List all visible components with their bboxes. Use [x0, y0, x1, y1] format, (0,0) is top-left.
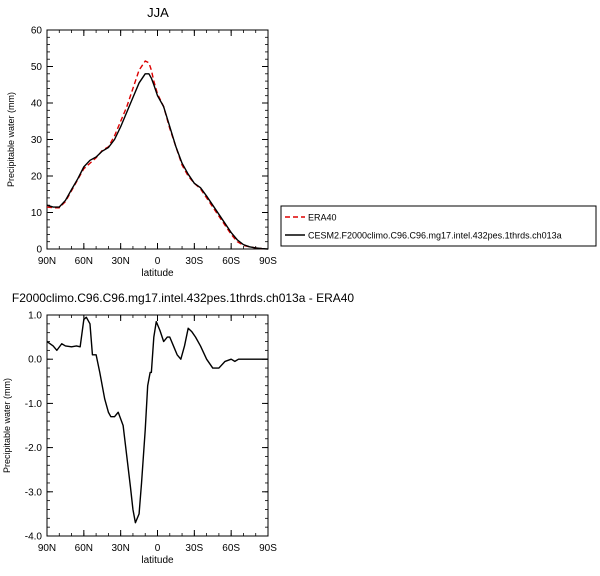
x-tick-label: 60S — [222, 543, 240, 554]
y-tick-label: 10 — [31, 208, 43, 219]
legend: ERA40 CESM2.F2000climo.C96.C96.mg17.intel… — [280, 205, 597, 247]
y-tick-label: 50 — [31, 62, 43, 73]
legend-entry-1: CESM2.F2000climo.C96.C96.mg17.intel.432p… — [308, 231, 562, 241]
x-tick-label: 60S — [222, 256, 240, 267]
y-tick-label: 30 — [31, 135, 43, 146]
x-tick-label: 30S — [185, 256, 203, 267]
chart-title: JJA — [147, 5, 169, 20]
plot-frame — [46, 314, 269, 537]
series-line-0 — [46, 60, 269, 250]
legend-box — [280, 205, 597, 247]
x-tick-label: 30N — [111, 256, 129, 267]
y-tick-label: 20 — [31, 172, 43, 183]
series-line-0 — [46, 316, 268, 524]
y-tick-label: 0.0 — [28, 355, 42, 366]
x-tick-label: 30N — [111, 543, 129, 554]
y-tick-label: 0 — [36, 245, 42, 256]
series-line-1 — [46, 73, 269, 250]
y-axis-label: Precipitable water (mm) — [6, 92, 16, 187]
x-tick-label: 90S — [259, 256, 277, 267]
y-tick-label: 60 — [31, 26, 43, 37]
x-tick-label: 0 — [155, 543, 161, 554]
top-panel: JJA 90N 60N 30N 0 30S 60S 90S 0 10 20 30 40 50 60 latit… — [6, 5, 277, 279]
y-tick-label: 40 — [31, 99, 43, 110]
x-tick-label: 60N — [75, 543, 93, 554]
plot-frame — [46, 29, 269, 250]
legend-entry-0: ERA40 — [308, 213, 337, 223]
bottom-panel: F2000climo.C96.C96.mg17.intel.432pes.1th… — [2, 291, 354, 566]
x-tick-label: 90S — [259, 543, 277, 554]
chart-title: F2000climo.C96.C96.mg17.intel.432pes.1th… — [12, 291, 355, 305]
y-tick-label: -1.0 — [25, 399, 43, 410]
x-axis-label: latitude — [141, 555, 174, 566]
x-tick-label: 60N — [75, 256, 93, 267]
x-tick-label: 30S — [185, 543, 203, 554]
y-tick-label: -3.0 — [25, 487, 43, 498]
x-axis-label: latitude — [141, 268, 174, 279]
x-tick-label: 0 — [155, 256, 161, 267]
y-axis-label: Precipitable water (mm) — [2, 378, 12, 473]
y-tick-label: -4.0 — [25, 532, 43, 543]
y-tick-label: -2.0 — [25, 443, 43, 454]
x-tick-label: 90N — [38, 256, 56, 267]
y-tick-label: 1.0 — [28, 311, 42, 322]
x-tick-label: 90N — [38, 543, 56, 554]
